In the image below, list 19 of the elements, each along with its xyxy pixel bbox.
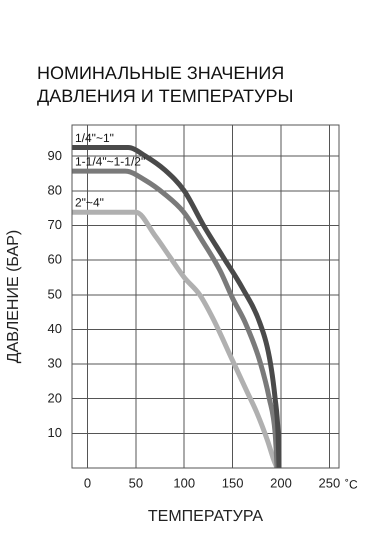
y-tick-label: 80	[48, 182, 62, 198]
x-tick-label: 0	[84, 475, 92, 490]
x-tick-label: 150	[222, 475, 244, 490]
y-tick-label: 60	[48, 252, 62, 267]
y-tick-label: 70	[48, 217, 62, 232]
y-axis-title: ДАВЛЕНИЕ (БАР)	[5, 230, 22, 364]
y-tick-label: 30	[48, 356, 62, 371]
y-tick-label: 50	[48, 286, 62, 302]
y-tick-label: 20	[48, 390, 62, 406]
x-tick-label: 50	[128, 475, 144, 490]
y-tick-label: 90	[48, 148, 62, 163]
text: ˚C	[345, 477, 358, 492]
y-tick-label: 40	[48, 320, 62, 336]
x-axis-title: ТЕМПЕРАТУРА	[148, 508, 264, 525]
x-tick-label: 250	[318, 475, 340, 490]
y-tick-label: 10	[48, 424, 62, 440]
chart-title: НОМИНАЛЬНЫЕ ЗНАЧЕНИЯ ДАВЛЕНИЯ И ТЕМПЕРАТУРЫ	[37, 62, 294, 108]
x-tick-label: 100	[173, 475, 196, 490]
x-tick-label: 200	[270, 475, 292, 490]
